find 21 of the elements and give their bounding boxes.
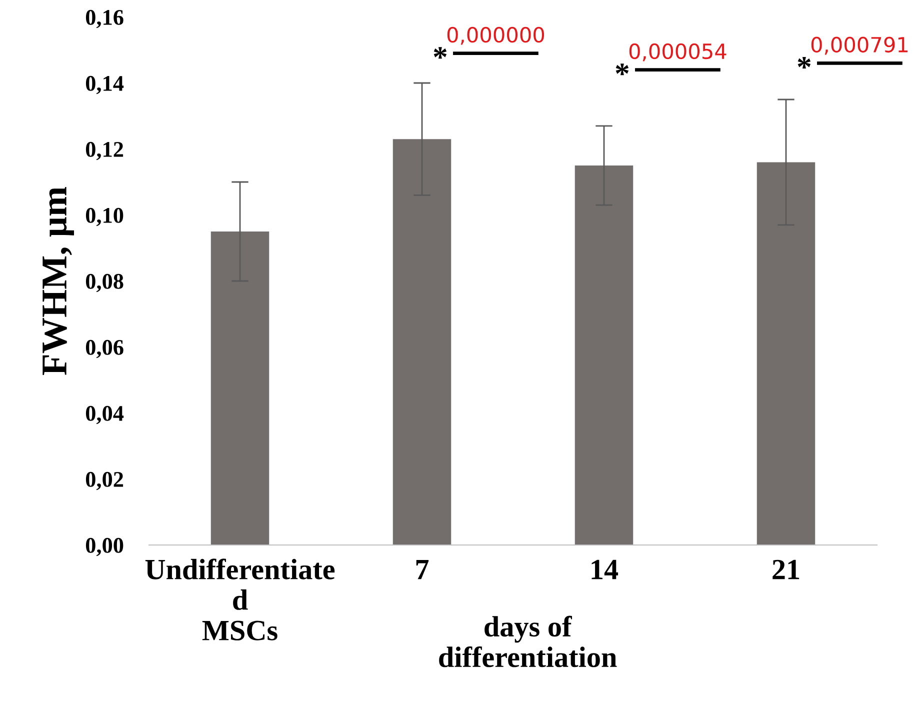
y-tick-label: 0,02: [86, 472, 124, 490]
y-tick-label: 0,00: [86, 538, 124, 556]
annotation: *: [798, 56, 811, 69]
y-tick-label: 0,16: [86, 10, 124, 28]
y-tick-label: 0,06: [86, 340, 124, 358]
annotation: 0,000000: [447, 26, 544, 45]
annotation: 0,000054: [629, 43, 726, 62]
x-tick-label: 21: [772, 560, 800, 580]
x-tick-label: Undifferentiate d MSCs: [145, 558, 335, 640]
x-tick-label: 7: [416, 560, 429, 580]
y-tick-label: 0,08: [86, 274, 124, 292]
y-tick-label: 0,04: [86, 406, 124, 424]
x-axis-title: days of differentiation: [439, 616, 617, 668]
y-tick-label: 0,12: [86, 142, 124, 160]
x-tick-label: 14: [592, 560, 618, 580]
y-axis-title: FWHM, µm: [42, 186, 74, 376]
y-tick-label: 0,14: [86, 76, 124, 94]
annotation: *: [616, 64, 629, 76]
y-tick-label: 0,10: [86, 208, 124, 226]
annotation: *: [434, 47, 447, 59]
annotation: 0,000791: [811, 36, 908, 55]
